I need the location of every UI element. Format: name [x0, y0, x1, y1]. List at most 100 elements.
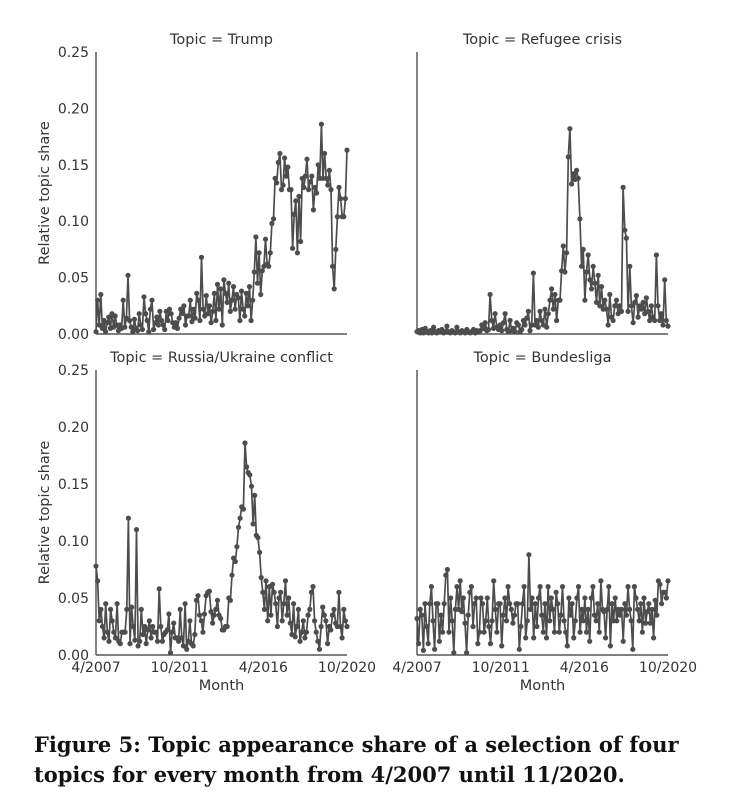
data-point [638, 306, 645, 312]
data-point [184, 646, 190, 652]
data-point [144, 317, 150, 324]
data-point [247, 472, 253, 478]
data-point [125, 272, 131, 278]
data-point [329, 612, 335, 618]
data-point [250, 521, 256, 527]
data-point [547, 297, 553, 303]
data-point [554, 317, 560, 324]
data-point [227, 308, 233, 314]
data-point [275, 159, 281, 166]
data-point [628, 618, 634, 624]
data-point [550, 606, 556, 613]
data-point [537, 584, 543, 590]
data-point [583, 269, 590, 275]
data-point [222, 290, 229, 296]
data-point [660, 322, 666, 328]
data-point [454, 584, 460, 590]
data-point [127, 641, 133, 647]
data-point [218, 615, 224, 622]
y-tick-label: 0.00 [58, 327, 89, 343]
y-axis-label: Relative topic share [37, 121, 53, 265]
data-point [342, 618, 348, 624]
data-point [598, 284, 605, 290]
data-point [96, 618, 102, 624]
data-point [424, 623, 430, 630]
data-point [242, 313, 248, 319]
data-point [181, 303, 187, 309]
data-point [182, 601, 188, 607]
data-point [237, 317, 243, 324]
data-point [459, 609, 465, 615]
x-tick-label: 10/2011 [472, 660, 530, 676]
data-point [295, 606, 301, 613]
data-point [284, 612, 290, 618]
data-point [630, 320, 636, 326]
data-point [658, 311, 665, 317]
data-point [117, 641, 123, 647]
data-point [580, 246, 586, 252]
data-point [130, 623, 136, 630]
data-point [436, 638, 442, 644]
data-point [147, 306, 153, 312]
data-point [305, 612, 311, 618]
data-point [544, 324, 550, 330]
data-point [321, 612, 327, 618]
data-point [122, 629, 128, 635]
data-point [151, 326, 157, 333]
data-point [560, 243, 566, 249]
data-point [659, 601, 665, 607]
data-point [98, 606, 104, 613]
data-point [515, 601, 521, 607]
data-point [617, 303, 623, 309]
data-point [555, 601, 561, 607]
data-point [216, 306, 222, 312]
data-point [146, 618, 152, 624]
data-point [566, 595, 572, 601]
panel-title: Topic = Refugee crisis [462, 32, 622, 48]
data-point [553, 589, 559, 595]
data-point [235, 524, 242, 530]
data-point [166, 611, 172, 617]
data-point [190, 306, 197, 312]
data-point [635, 606, 641, 613]
data-point [542, 306, 548, 312]
data-point [557, 297, 563, 303]
data-point [341, 214, 347, 220]
data-point [539, 612, 545, 618]
data-point [273, 601, 279, 607]
data-point [662, 589, 668, 595]
data-point [337, 623, 344, 630]
data-point [475, 641, 481, 647]
data-point [633, 293, 640, 299]
data-point [307, 606, 313, 613]
data-point [550, 306, 556, 312]
data-point [552, 291, 558, 298]
data-point [221, 277, 227, 283]
data-point [527, 606, 534, 613]
data-point [532, 601, 538, 607]
data-point [287, 620, 293, 626]
data-point [176, 315, 182, 321]
data-point [137, 638, 143, 644]
data-point [331, 606, 337, 613]
data-point [441, 601, 447, 607]
data-point [298, 238, 304, 245]
data-point [414, 615, 420, 622]
data-point [210, 308, 216, 314]
data-point [623, 612, 630, 618]
data-point [99, 325, 105, 331]
data-point [325, 182, 331, 188]
data-point [609, 601, 615, 607]
data-point [291, 601, 297, 607]
figure-panels: Topic = Trump 0.00 0.05 0.10 0.15 0.20 0.25 Rel… [37, 32, 697, 694]
data-point [657, 317, 663, 324]
data-point [344, 623, 350, 630]
data-point [638, 601, 644, 607]
data-point [483, 618, 489, 624]
data-point [127, 317, 133, 324]
data-point [248, 483, 255, 489]
data-point [195, 297, 201, 303]
data-point [176, 638, 182, 644]
data-point [145, 627, 151, 633]
figure-caption: Figure 5: Topic appearance share of a se… [34, 732, 679, 787]
